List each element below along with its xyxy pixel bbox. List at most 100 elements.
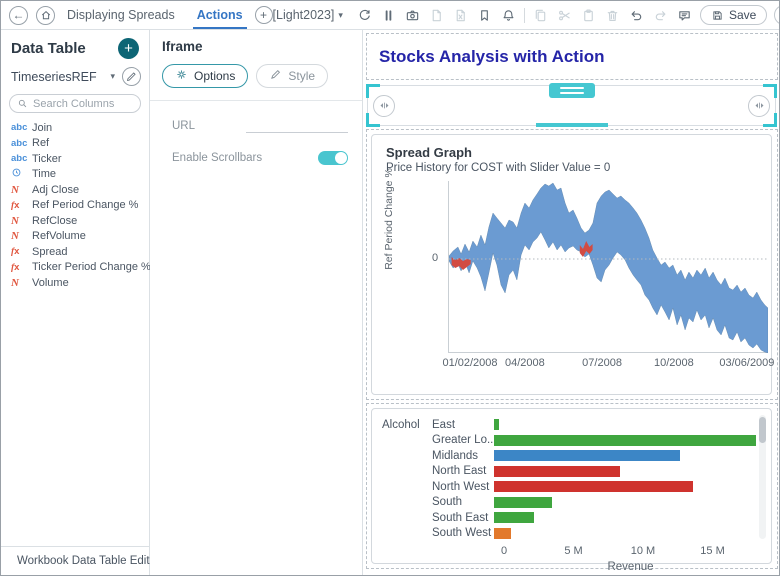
column-label: Time	[32, 168, 56, 180]
slider-right-handle[interactable]	[748, 95, 770, 117]
home-button[interactable]	[36, 6, 55, 25]
redo-icon	[652, 7, 669, 24]
bar-chart-panel[interactable]: Alcohol EastGreater Lo...MidlandsNorth E…	[371, 408, 772, 564]
column-item[interactable]: NRefClose	[1, 213, 149, 229]
x-tick-label: 01/02/2008	[442, 357, 497, 369]
bar-category-label: East	[382, 419, 494, 431]
toolbar-separator	[524, 8, 525, 23]
search-columns-box	[9, 94, 141, 113]
bar-chart-region: Alcohol EastGreater Lo...MidlandsNorth E…	[366, 403, 778, 569]
bar-category-label: North West	[382, 481, 494, 493]
bar-row: South East	[382, 510, 757, 526]
bar-row: Greater Lo...	[382, 433, 757, 449]
enable-scrollbars-toggle[interactable]	[318, 151, 348, 165]
bar[interactable]	[494, 435, 756, 446]
add-data-table-button[interactable]: +	[118, 38, 139, 59]
numeric-column-icon: N	[11, 215, 32, 227]
bar-track	[494, 481, 757, 492]
bookmark-icon[interactable]	[476, 7, 493, 24]
text-column-icon: abc	[11, 138, 32, 149]
bar[interactable]	[494, 419, 499, 430]
top-toolbar: ← Displaying Spreads Actions + [Light202…	[1, 1, 779, 30]
bar-x-axis-ticks: 05 M10 M15 M	[504, 545, 757, 559]
column-item[interactable]: NVolume	[1, 275, 149, 291]
x-tick-label: 10 M	[631, 545, 655, 557]
search-columns-input[interactable]	[33, 98, 133, 110]
column-item[interactable]: abcTicker	[1, 151, 149, 167]
save-button[interactable]: Save	[700, 5, 767, 25]
column-item[interactable]: fxTicker Period Change %	[1, 260, 149, 276]
tab-actions[interactable]: Actions	[193, 2, 247, 29]
notifications-icon[interactable]	[500, 7, 517, 24]
x-tick-label: 03/06/2009	[719, 357, 774, 369]
back-arrow-icon: ←	[13, 8, 25, 22]
column-list: abcJoinabcRefabcTickerTimeNAdj ClosefxRe…	[1, 117, 149, 291]
bar-row: North West	[382, 479, 757, 495]
comment-icon[interactable]	[676, 7, 693, 24]
data-table-sidebar: Data Table + TimeseriesREF ▾ abcJoinabcR…	[1, 30, 150, 575]
data-table-name[interactable]: TimeseriesREF	[11, 70, 97, 84]
back-button[interactable]: ←	[9, 6, 28, 25]
pause-icon[interactable]	[380, 7, 397, 24]
column-item[interactable]: NAdj Close	[1, 182, 149, 198]
tab-options[interactable]: Options	[162, 64, 248, 88]
column-item[interactable]: abcJoin	[1, 120, 149, 136]
url-input[interactable]	[246, 119, 348, 133]
page-title: Stocks Analysis with Action	[379, 47, 604, 67]
bar[interactable]	[494, 481, 693, 492]
column-item[interactable]: fxRef Period Change %	[1, 198, 149, 214]
column-label: Join	[32, 122, 52, 134]
scrollbar-thumb[interactable]	[759, 417, 766, 443]
edit-data-table-button[interactable]	[122, 67, 141, 86]
workbook-data-table-editor-button[interactable]: Workbook Data Table Editor	[1, 546, 149, 575]
slider-widget[interactable]	[367, 85, 776, 126]
column-item[interactable]: abcRef	[1, 136, 149, 152]
tab-style[interactable]: Style	[256, 64, 328, 88]
bar-track	[494, 450, 757, 461]
bar-row: South	[382, 495, 757, 511]
column-item[interactable]: NRefVolume	[1, 229, 149, 245]
spread-graph-panel[interactable]: Spread Graph Price History for COST with…	[371, 134, 772, 395]
slider-left-handle[interactable]	[373, 95, 395, 117]
bar[interactable]	[494, 450, 680, 461]
bar[interactable]	[494, 497, 552, 508]
x-tick-label: 10/2008	[654, 357, 694, 369]
column-item[interactable]: Time	[1, 167, 149, 183]
bar-category-label: South West	[382, 527, 494, 539]
slider-handle-icon	[753, 99, 766, 112]
camera-icon[interactable]	[404, 7, 421, 24]
url-label: URL	[172, 120, 195, 132]
spread-graph-subtitle: Price History for COST with Slider Value…	[386, 162, 610, 174]
bar[interactable]	[494, 466, 620, 477]
pencil-icon	[126, 71, 137, 82]
view-button[interactable]: View	[774, 5, 780, 25]
bar-row: South West	[382, 526, 757, 542]
formula-column-icon: fx	[11, 200, 32, 211]
properties-panel: Iframe OptionsStyle URL Enable Scrollbar…	[150, 30, 363, 575]
paste-icon	[580, 7, 597, 24]
style-icon	[269, 68, 282, 84]
column-item[interactable]: fxSpread	[1, 244, 149, 260]
spread-area-chart	[448, 181, 767, 353]
chevron-down-icon[interactable]: ▾	[110, 71, 115, 82]
vertical-scrollbar[interactable]	[759, 415, 766, 539]
chevron-down-icon: ▾	[338, 10, 343, 21]
numeric-column-icon: N	[11, 184, 32, 196]
bar[interactable]	[494, 528, 511, 539]
drag-grip-handle[interactable]	[549, 83, 595, 98]
application-window: ← Displaying Spreads Actions + [Light202…	[0, 0, 780, 576]
properties-tabs: Options Style	[162, 64, 354, 88]
text-column-icon: abc	[11, 153, 32, 164]
bar-track	[494, 528, 757, 539]
save-label: Save	[729, 8, 756, 22]
add-sheet-button[interactable]: +	[255, 6, 273, 24]
column-label: RefClose	[32, 215, 77, 227]
theme-selector[interactable]: [Light2023] ▾	[273, 8, 343, 22]
title-widget[interactable]: Stocks Analysis with Action	[366, 33, 778, 80]
bar[interactable]	[494, 512, 534, 523]
copy-icon	[532, 7, 549, 24]
refresh-icon[interactable]	[356, 7, 373, 24]
resize-bar[interactable]	[536, 123, 608, 127]
undo-icon[interactable]	[628, 7, 645, 24]
save-icon	[711, 9, 724, 22]
